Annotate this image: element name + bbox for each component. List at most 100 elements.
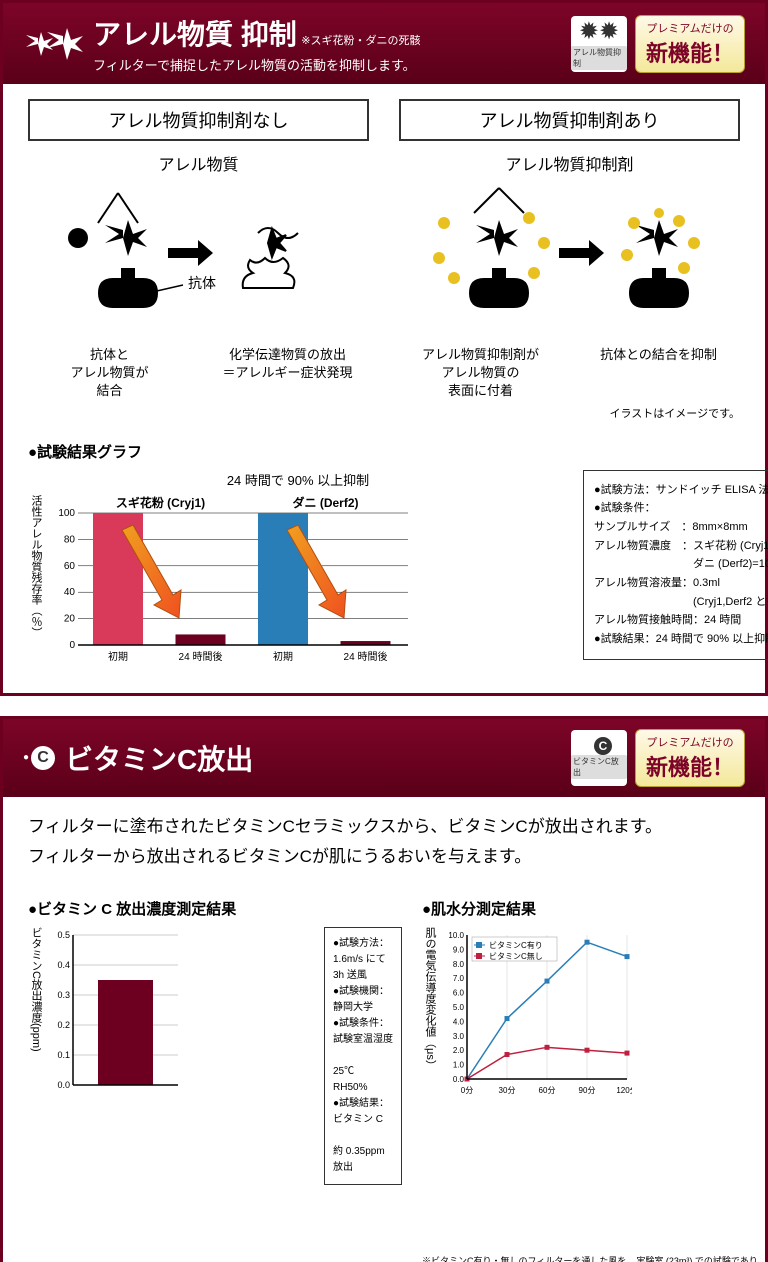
new-feature-badge: プレミアムだけの 新機能！ bbox=[635, 15, 745, 73]
body-line: フィルターに塗布されたビタミンCセラミックスから、ビタミンCが放出されます。 bbox=[28, 812, 740, 843]
svg-text:80: 80 bbox=[64, 534, 76, 545]
diag-title: アレル物質抑制剤あり bbox=[399, 99, 740, 141]
diagram-without: アレル物質抑制剤なし アレル物質 抗体 抗体と アレル物質 bbox=[28, 99, 369, 421]
info-note: ※当社試験による bbox=[583, 663, 768, 678]
svg-text:3.0: 3.0 bbox=[453, 1032, 465, 1041]
svg-text:40: 40 bbox=[64, 587, 76, 598]
test-info-box: ●試験方法：サンドイッチ ELISA 法 ●試験条件： サンプルサイズ ：8mm… bbox=[583, 470, 768, 660]
svg-text:7.0: 7.0 bbox=[453, 974, 465, 983]
svg-text:20: 20 bbox=[64, 613, 76, 624]
svg-text:0.1: 0.1 bbox=[57, 1050, 70, 1060]
diag-label: アレル物質抑制剤 bbox=[399, 151, 740, 175]
header-desc: フィルターで捕捉したアレル物質の活動を抑制します。 bbox=[93, 55, 420, 74]
svg-text:6.0: 6.0 bbox=[453, 989, 465, 998]
header-vitaminc: ● C ビタミンC放出 ●C ビタミンC放出 プレミアムだけの 新機能！ bbox=[3, 719, 765, 797]
svg-text:100: 100 bbox=[58, 508, 75, 519]
cap1: アレル物質抑制剤が アレル物質の 表面に付着 bbox=[399, 346, 562, 401]
ylabel: 活性アレル物質残存率（％） bbox=[28, 495, 44, 665]
chart-title: 24 時間で 90% 以上抑制 bbox=[28, 470, 568, 489]
svg-text:120分: 120分 bbox=[616, 1086, 632, 1095]
new-feature-badge: プレミアムだけの 新機能！ bbox=[635, 729, 745, 787]
vitaminc-description: フィルターに塗布されたビタミンCセラミックスから、ビタミンCが放出されます。 フ… bbox=[28, 812, 740, 873]
svg-text:30分: 30分 bbox=[499, 1086, 516, 1095]
diagram-svg-left: 抗体 bbox=[28, 183, 348, 333]
body-line: フィルターから放出されるビタミンCが肌にうるおいを与えます。 bbox=[28, 842, 740, 873]
badge-top: プレミアムだけの bbox=[646, 20, 734, 36]
svg-text:9.0: 9.0 bbox=[453, 945, 465, 954]
title-sub: ※スギ花粉・ダニの死骸 bbox=[301, 35, 420, 47]
svg-text:0.3: 0.3 bbox=[57, 990, 70, 1000]
info-line: アレル物質接触時間：24 時間 bbox=[594, 611, 768, 630]
feature-icon-box: ●C ビタミンC放出 bbox=[571, 730, 627, 786]
info-line: ●試験結果：24 時間で 90% 以上抑制 bbox=[594, 630, 768, 649]
vitaminc-concentration: ●ビタミン C 放出濃度測定結果 ビタミンC放出濃度(ppm) 0.0 0.1 0.… bbox=[28, 898, 402, 1262]
svg-text:0: 0 bbox=[69, 640, 75, 651]
svg-text:ビタミンC無し: ビタミンC無し bbox=[489, 951, 543, 961]
badge-top: プレミアムだけの bbox=[646, 734, 734, 750]
ylabel: 肌の電気伝導度変化値（μs） bbox=[422, 927, 438, 1250]
diagram-with: アレル物質抑制剤あり アレル物質抑制剤 アレル物質抑制剤が アレル物質の 表面に… bbox=[399, 99, 740, 421]
svg-text:2.0: 2.0 bbox=[453, 1046, 465, 1055]
svg-text:0.2: 0.2 bbox=[57, 1020, 70, 1030]
test-info-left: ●試験方法：1.6m/s にて 3h 送風 ●試験機関：静岡大学 ●試験条件：試… bbox=[324, 927, 402, 1185]
chart-note: ※ビタミンC有り・無しのフィルターを通した風を 送風した場合の電気伝導度を測定 … bbox=[422, 1254, 626, 1262]
chart-section-label: ●試験結果グラフ bbox=[28, 441, 740, 462]
skin-moisture: ●肌水分測定結果 肌の電気伝導度変化値（μs） 0.0 1.0 2.0 3.0 4.0 5… bbox=[422, 898, 768, 1262]
svg-text:8.0: 8.0 bbox=[453, 960, 465, 969]
cap1: 抗体と アレル物質が 結合 bbox=[28, 346, 191, 401]
feature-icon-box: ✹✹ アレル物質抑制 bbox=[571, 16, 627, 72]
svg-text:初期: 初期 bbox=[273, 650, 293, 663]
svg-text:24 時間後: 24 時間後 bbox=[344, 650, 388, 663]
svg-text:0.4: 0.4 bbox=[57, 960, 70, 970]
info-line: アレル物質溶液量：0.3ml bbox=[594, 574, 768, 593]
antibody-label: 抗体 bbox=[188, 275, 216, 291]
title: ビタミンC放出 bbox=[65, 738, 253, 778]
svg-text:1.0: 1.0 bbox=[453, 1061, 465, 1070]
icon-label: アレル物質抑制 bbox=[571, 46, 627, 70]
diagram-svg-right bbox=[399, 183, 719, 333]
diag-label: アレル物質 bbox=[28, 151, 369, 175]
header-allergen: アレル物質 抑制 ※スギ花粉・ダニの死骸 フィルターで捕捉したアレル物質の活動を… bbox=[3, 3, 765, 84]
title: アレル物質 抑制 bbox=[93, 19, 297, 50]
chart-note: 実験室 (23m³) での試験であり、 実室での試験ではありません。 効果は環境… bbox=[636, 1254, 768, 1262]
cap2: 化学伝達物質の放出 ＝アレルギー症状発現 bbox=[206, 346, 369, 401]
diag-title: アレル物質抑制剤なし bbox=[28, 99, 369, 141]
info-line: ●試験条件： bbox=[594, 499, 768, 518]
info-line: ●試験結果：ビタミン C bbox=[333, 1096, 393, 1128]
info-line: ●試験方法：サンドイッチ ELISA 法 bbox=[594, 481, 768, 500]
badge-main: 新機能！ bbox=[646, 41, 734, 66]
info-line: ●試験方法：1.6m/s にて 3h 送風 bbox=[333, 936, 393, 984]
vitaminc-icon: ● C bbox=[23, 746, 55, 770]
svg-text:5.0: 5.0 bbox=[453, 1003, 465, 1012]
info-line: アレル物質濃度 ：スギ花粉 (Cryj1)=1ng/ml bbox=[594, 537, 768, 556]
chart-label: ●肌水分測定結果 bbox=[422, 898, 768, 919]
svg-text:0.0: 0.0 bbox=[453, 1075, 465, 1084]
badge-main: 新機能！ bbox=[646, 755, 734, 780]
svg-text:ビタミンC有り: ビタミンC有り bbox=[489, 940, 543, 950]
svg-text:初期: 初期 bbox=[108, 650, 128, 663]
svg-text:0.0: 0.0 bbox=[57, 1080, 70, 1090]
svg-text:10.0: 10.0 bbox=[448, 931, 464, 940]
chart-label: ●ビタミン C 放出濃度測定結果 bbox=[28, 898, 402, 919]
svg-text:60分: 60分 bbox=[539, 1086, 556, 1095]
info-line: サンプルサイズ ：8mm×8mm bbox=[594, 518, 768, 537]
info-line: (Cryj1,Derf2 ともに ) bbox=[594, 593, 768, 612]
info-line: 約 0.35ppm 放出 bbox=[333, 1128, 393, 1176]
diagram-note: イラストはイメージです。 bbox=[399, 405, 740, 421]
svg-text:0分: 0分 bbox=[461, 1086, 473, 1095]
info-line: ●試験条件：試験室温湿度 bbox=[333, 1016, 393, 1048]
section-vitaminc: ● C ビタミンC放出 ●C ビタミンC放出 プレミアムだけの 新機能！ フィル… bbox=[0, 716, 768, 1262]
starburst-icon bbox=[23, 24, 83, 64]
svg-text:0.5: 0.5 bbox=[57, 930, 70, 940]
icon-label: ビタミンC放出 bbox=[571, 755, 627, 779]
section-allergen: アレル物質 抑制 ※スギ花粉・ダニの死骸 フィルターで捕捉したアレル物質の活動を… bbox=[0, 0, 768, 696]
svg-text:ダニ (Derf2): ダニ (Derf2) bbox=[292, 495, 358, 510]
svg-text:4.0: 4.0 bbox=[453, 1017, 465, 1026]
cap2: 抗体との結合を抑制 bbox=[577, 346, 740, 401]
ylabel: ビタミンC放出濃度(ppm) bbox=[28, 927, 44, 1185]
svg-text:スギ花粉 (Cryj1): スギ花粉 (Cryj1) bbox=[116, 495, 205, 510]
svg-text:24 時間後: 24 時間後 bbox=[179, 650, 223, 663]
svg-text:90分: 90分 bbox=[579, 1086, 596, 1095]
bar-chart-allergen: 24 時間で 90% 以上抑制 活性アレル物質残存率（％） 0204060801… bbox=[28, 470, 568, 665]
info-line: 25℃ RH50% bbox=[333, 1048, 393, 1096]
